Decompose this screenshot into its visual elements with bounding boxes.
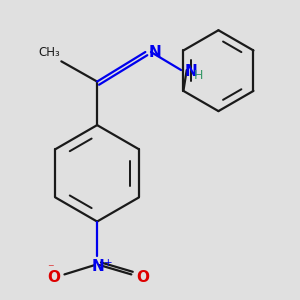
Text: N: N <box>149 44 162 59</box>
Text: O: O <box>136 270 149 285</box>
Text: H: H <box>194 69 203 82</box>
Text: CH₃: CH₃ <box>38 46 60 59</box>
Text: O: O <box>47 270 60 285</box>
Text: N: N <box>184 64 197 79</box>
Text: N: N <box>92 259 104 274</box>
Text: ⁻: ⁻ <box>47 262 54 276</box>
Text: +: + <box>104 258 112 268</box>
